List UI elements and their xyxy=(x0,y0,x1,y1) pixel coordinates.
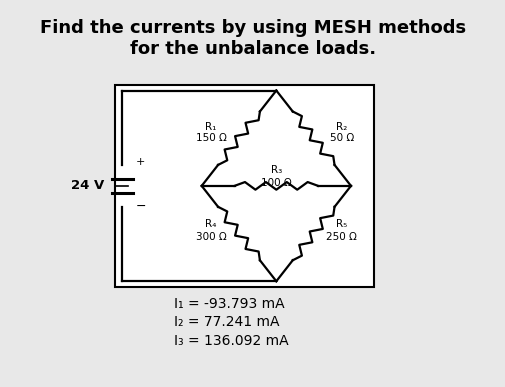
Text: R₄: R₄ xyxy=(205,219,216,229)
Text: 24 V: 24 V xyxy=(71,179,104,192)
Text: I₃ = 136.092 mA: I₃ = 136.092 mA xyxy=(173,334,288,348)
Text: R₃: R₃ xyxy=(270,165,281,175)
Text: R₅: R₅ xyxy=(335,219,346,229)
Text: I₂ = 77.241 mA: I₂ = 77.241 mA xyxy=(173,315,279,329)
Text: −: − xyxy=(135,200,145,213)
Bar xyxy=(115,85,374,287)
Text: 250 Ω: 250 Ω xyxy=(326,231,357,241)
Text: 150 Ω: 150 Ω xyxy=(195,133,226,143)
Text: R₂: R₂ xyxy=(335,122,346,132)
Text: 50 Ω: 50 Ω xyxy=(329,133,353,143)
Text: 300 Ω: 300 Ω xyxy=(195,231,226,241)
Text: for the unbalance loads.: for the unbalance loads. xyxy=(130,39,375,58)
Text: +: + xyxy=(135,157,144,167)
Text: R₁: R₁ xyxy=(205,122,216,132)
Text: Find the currents by using MESH methods: Find the currents by using MESH methods xyxy=(40,19,465,37)
Text: 100 Ω: 100 Ω xyxy=(261,178,291,188)
Text: I₁ = -93.793 mA: I₁ = -93.793 mA xyxy=(173,297,284,311)
